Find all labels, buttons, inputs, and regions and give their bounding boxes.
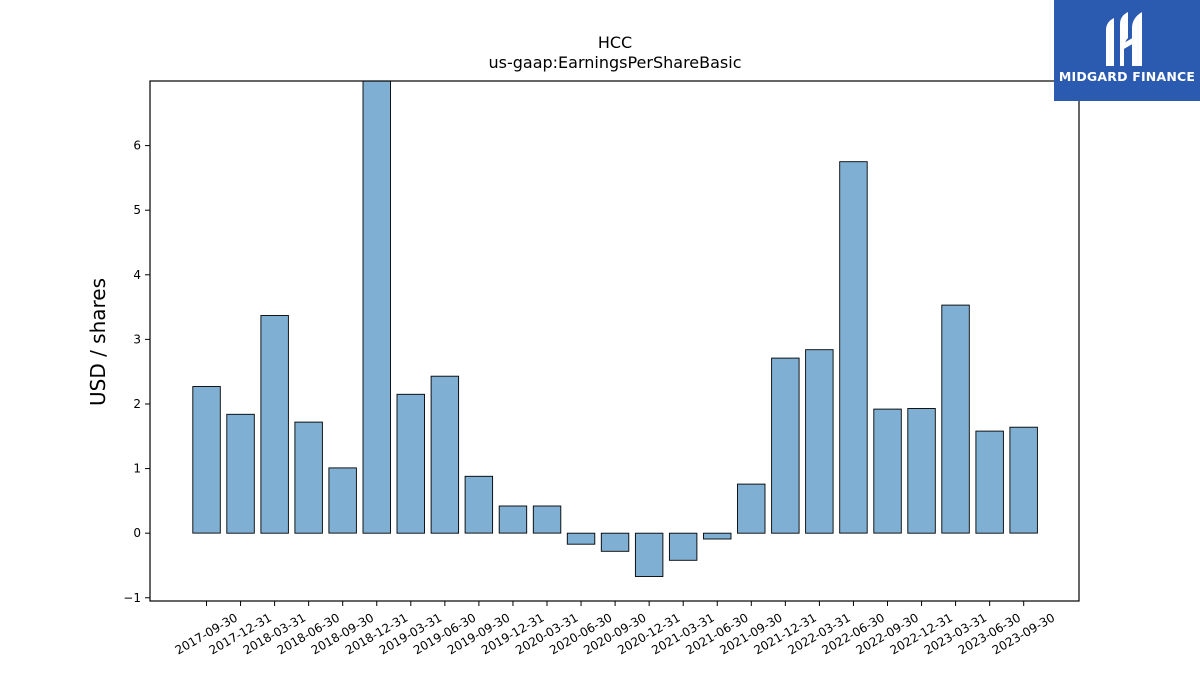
bar-2023-09-30 — [1009, 426, 1038, 534]
bar-2022-09-30 — [873, 408, 902, 534]
bar-2019-09-30 — [464, 475, 494, 534]
bar-2017-12-31 — [226, 413, 255, 534]
y-tick-label: 4 — [133, 268, 141, 282]
logo-text: MIDGARD FINANCE — [1058, 69, 1196, 84]
bar-2018-03-31 — [260, 315, 289, 534]
y-tick-label: 2 — [133, 397, 141, 411]
y-tick-label: −1 — [123, 591, 141, 605]
midgard-logo-mark-icon — [1106, 12, 1142, 66]
bar-2021-03-31 — [668, 532, 698, 561]
bar-2018-06-30 — [294, 421, 323, 534]
bar-2020-03-31 — [532, 505, 562, 534]
bar-2018-12-31 — [362, 80, 391, 534]
y-tick-label: 3 — [133, 332, 141, 346]
chart-title: HCC — [598, 33, 632, 52]
bar-2020-09-30 — [600, 532, 630, 552]
bar-2023-03-31 — [941, 304, 970, 534]
bar-2019-06-30 — [430, 375, 460, 534]
bar-2019-03-31 — [396, 393, 425, 534]
y-tick-label: 1 — [133, 462, 141, 476]
y-tick-label: 0 — [133, 526, 141, 540]
bar-2018-09-30 — [328, 467, 357, 534]
midgard-finance-logo: MIDGARD FINANCE — [1054, 0, 1200, 101]
plot-frame — [149, 80, 1080, 602]
bar-2022-03-31 — [805, 349, 834, 534]
bar-2022-12-31 — [907, 408, 936, 534]
y-tick-label: 6 — [133, 139, 141, 153]
y-ticks-group: −1 0 1 2 3 4 5 6 — [123, 139, 150, 605]
bar-2020-06-30 — [566, 532, 596, 545]
bar-2021-09-30 — [737, 483, 766, 534]
bar-2021-06-30 — [703, 532, 732, 540]
y-tick-label: 5 — [133, 203, 141, 217]
bar-2019-12-31 — [498, 505, 528, 534]
bar-2021-12-31 — [771, 357, 800, 534]
x-ticks-group: 2017-09-302017-12-312018-03-312018-06-30… — [173, 601, 1057, 657]
bars-group — [192, 80, 1038, 577]
y-axis-label: USD / shares — [86, 278, 110, 406]
chart-subtitle: us-gaap:EarningsPerShareBasic — [488, 53, 741, 72]
bar-2020-12-31 — [634, 532, 664, 577]
bar-2017-09-30 — [192, 386, 221, 534]
bar-2022-06-30 — [839, 161, 868, 534]
bar-2023-06-30 — [975, 430, 1004, 534]
